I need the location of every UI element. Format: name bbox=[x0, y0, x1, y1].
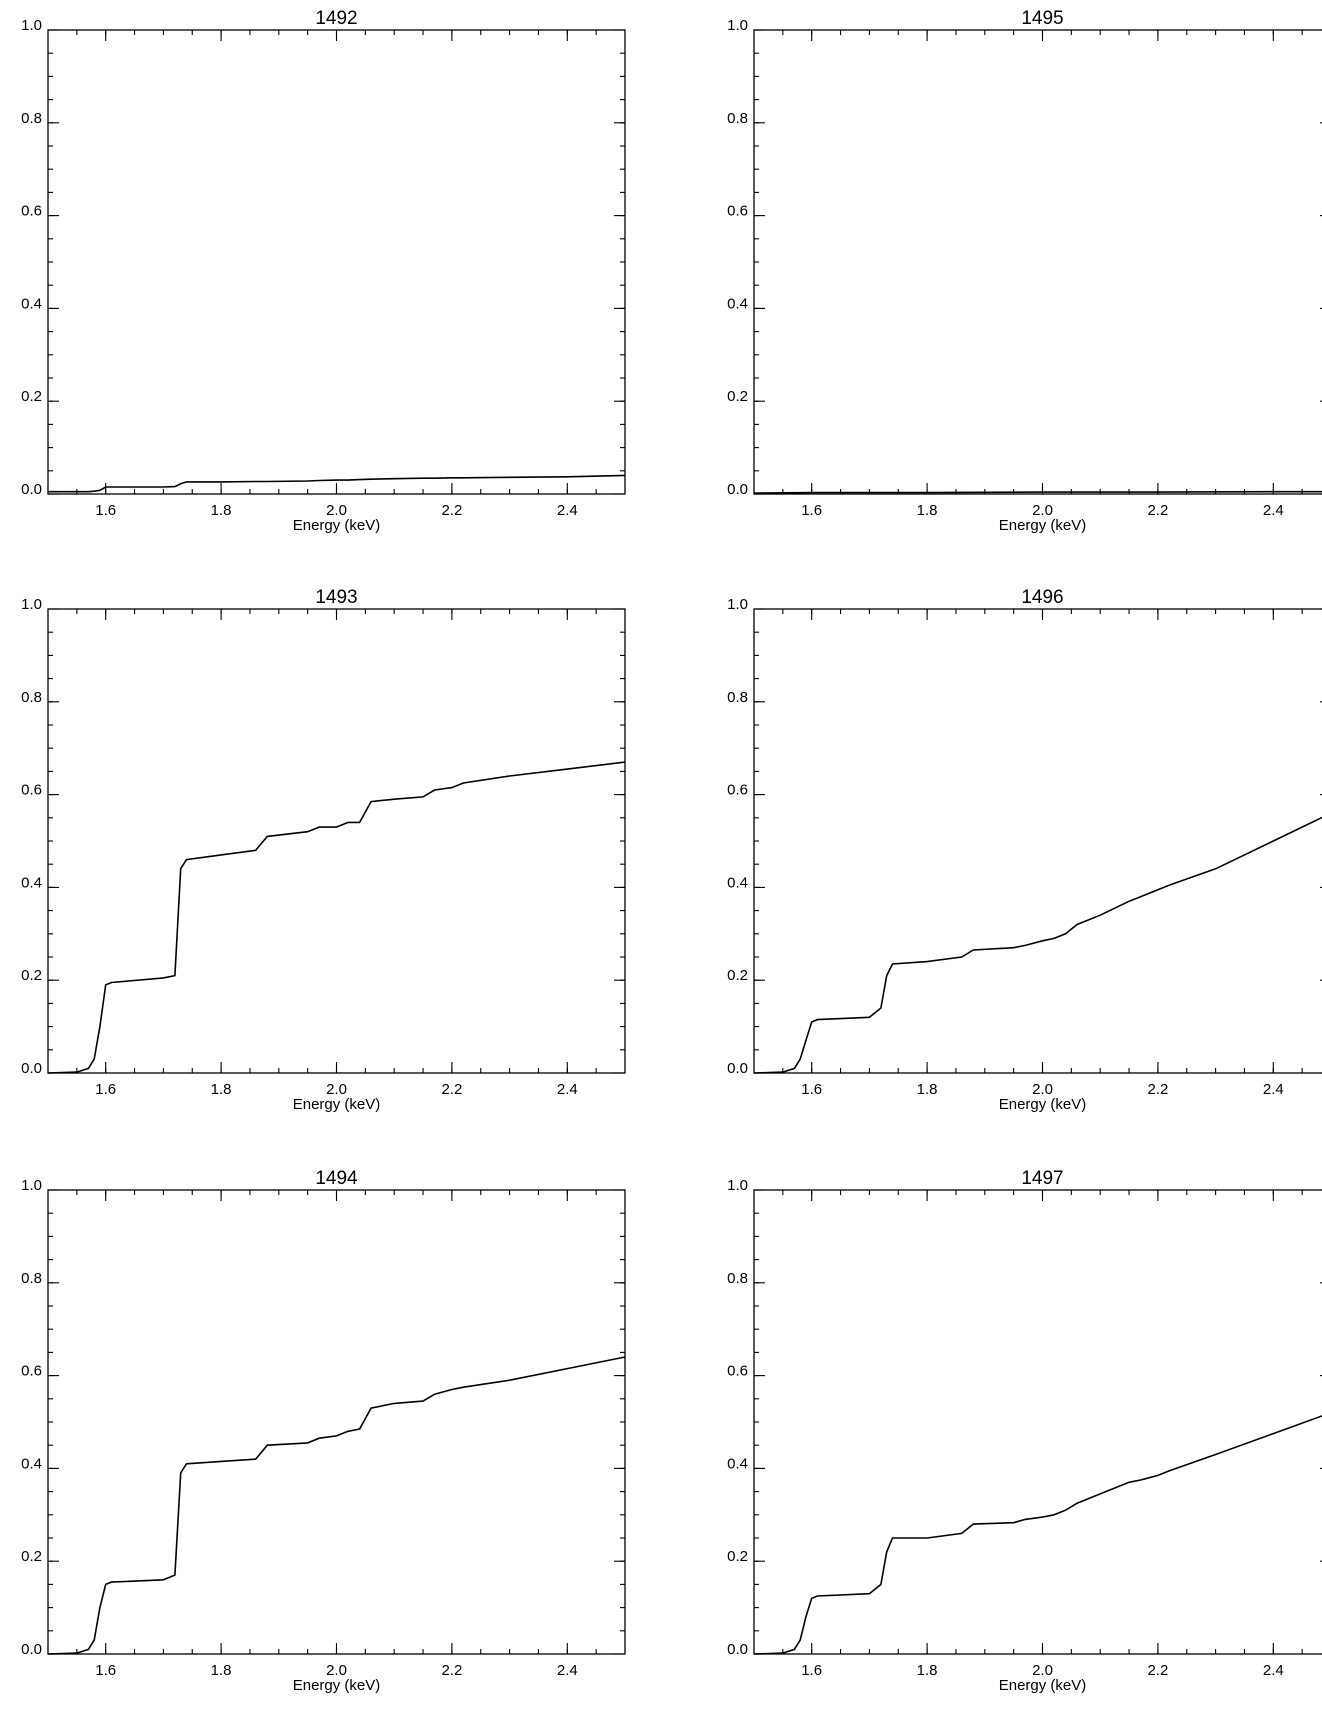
panel: 1494 Energy (keV) 1.6 1.8 2.0 2.2 2.4 0.0 0.2 0.4… bbox=[21, 1168, 626, 1694]
y-tick-label: 0.0 bbox=[21, 1060, 42, 1077]
x-axis-label: Energy (keV) bbox=[293, 517, 381, 534]
y-tick-label: 1.0 bbox=[727, 596, 748, 613]
x-tick-label: 1.8 bbox=[917, 1081, 938, 1098]
y-tick-label: 1.0 bbox=[727, 1177, 748, 1194]
y-tick-label: 0.2 bbox=[21, 388, 42, 405]
x-tick-label: 1.8 bbox=[917, 502, 938, 519]
x-tick-label: 2.0 bbox=[326, 1081, 347, 1098]
panel: 1497 Energy (keV) 1.6 1.8 2.0 2.2 2.4 0.0 0.2 0.4… bbox=[727, 1168, 1322, 1694]
y-tick-label: 1.0 bbox=[21, 1177, 42, 1194]
x-tick-label: 1.8 bbox=[211, 1662, 232, 1679]
curve bbox=[753, 490, 1322, 494]
plot-frame bbox=[753, 29, 1322, 495]
y-tick-label: 0.8 bbox=[21, 689, 42, 706]
curve bbox=[753, 1415, 1322, 1655]
x-tick-label: 2.4 bbox=[557, 1081, 578, 1098]
x-tick-label: 1.6 bbox=[801, 1081, 822, 1098]
plot-frame bbox=[47, 29, 626, 495]
y-tick-label: 1.0 bbox=[21, 596, 42, 613]
x-tick-label: 1.6 bbox=[801, 502, 822, 519]
chart-title: 1492 bbox=[315, 8, 357, 29]
chart-title: 1497 bbox=[1021, 1168, 1063, 1189]
panel: 1496 Energy (keV) 1.6 1.8 2.0 2.2 2.4 0.0 0.2 0.4… bbox=[727, 587, 1322, 1113]
x-tick-label: 2.0 bbox=[326, 1662, 347, 1679]
y-tick-label: 0.2 bbox=[727, 388, 748, 405]
x-tick-label: 2.0 bbox=[1032, 1081, 1053, 1098]
y-tick-label: 0.0 bbox=[21, 481, 42, 498]
y-tick-label: 0.2 bbox=[21, 967, 42, 984]
y-tick-label: 0.2 bbox=[727, 967, 748, 984]
y-tick-label: 0.8 bbox=[727, 1270, 748, 1287]
chart-title: 1496 bbox=[1021, 587, 1063, 608]
y-tick-label: 0.0 bbox=[727, 481, 748, 498]
x-tick-label: 2.4 bbox=[1263, 502, 1284, 519]
panel: 1492 Energy (keV) 1.6 1.8 2.0 2.2 2.4 0.0 0.2 0.4… bbox=[21, 8, 626, 534]
plot-frame bbox=[753, 608, 1322, 1074]
y-tick-label: 0.0 bbox=[21, 1641, 42, 1658]
x-axis-label: Energy (keV) bbox=[999, 1677, 1087, 1694]
x-tick-label: 2.2 bbox=[1147, 502, 1168, 519]
y-tick-label: 0.2 bbox=[21, 1548, 42, 1565]
chart-title: 1495 bbox=[1021, 8, 1063, 29]
y-tick-label: 0.6 bbox=[727, 203, 748, 220]
chart-title: 1493 bbox=[315, 587, 357, 608]
x-tick-label: 2.2 bbox=[441, 502, 462, 519]
x-tick-label: 2.2 bbox=[441, 1662, 462, 1679]
y-tick-label: 0.4 bbox=[727, 295, 748, 312]
panel: 1493 Energy (keV) 1.6 1.8 2.0 2.2 2.4 0.0 0.2 0.4… bbox=[21, 587, 626, 1113]
y-tick-label: 0.6 bbox=[21, 203, 42, 220]
y-tick-label: 0.8 bbox=[21, 110, 42, 127]
y-tick-label: 0.4 bbox=[21, 295, 42, 312]
y-tick-label: 0.6 bbox=[21, 782, 42, 799]
y-tick-label: 0.8 bbox=[21, 1270, 42, 1287]
y-tick-label: 0.8 bbox=[727, 110, 748, 127]
y-tick-label: 0.4 bbox=[727, 874, 748, 891]
y-tick-label: 0.4 bbox=[727, 1455, 748, 1472]
curve bbox=[753, 816, 1322, 1074]
x-tick-label: 1.8 bbox=[917, 1662, 938, 1679]
curve bbox=[48, 474, 626, 493]
plot-frame bbox=[47, 608, 626, 1074]
x-axis-label: Energy (keV) bbox=[293, 1677, 381, 1694]
x-axis-label: Energy (keV) bbox=[999, 517, 1087, 534]
x-tick-label: 2.4 bbox=[557, 1662, 578, 1679]
x-tick-label: 2.4 bbox=[1263, 1081, 1284, 1098]
y-tick-label: 0.4 bbox=[21, 874, 42, 891]
plot-frame bbox=[753, 1189, 1322, 1655]
x-tick-label: 1.8 bbox=[211, 1081, 232, 1098]
y-tick-label: 0.2 bbox=[727, 1548, 748, 1565]
x-tick-label: 1.6 bbox=[95, 502, 116, 519]
x-tick-label: 2.0 bbox=[1032, 502, 1053, 519]
x-tick-label: 1.6 bbox=[95, 1081, 116, 1098]
y-tick-label: 0.4 bbox=[21, 1455, 42, 1472]
curve bbox=[47, 761, 626, 1074]
x-tick-label: 2.4 bbox=[1263, 1662, 1284, 1679]
y-tick-label: 1.0 bbox=[21, 17, 42, 34]
chart-title: 1494 bbox=[315, 1168, 358, 1189]
y-tick-label: 0.8 bbox=[727, 689, 748, 706]
x-tick-label: 2.4 bbox=[557, 502, 578, 519]
panel: 1495 Energy (keV) 1.6 1.8 2.0 2.2 2.4 0.0 0.2 0.4… bbox=[727, 8, 1322, 534]
curve bbox=[47, 1356, 626, 1655]
plot-frame bbox=[47, 1189, 626, 1655]
x-axis-label: Energy (keV) bbox=[999, 1096, 1087, 1113]
y-tick-label: 1.0 bbox=[727, 17, 748, 34]
x-tick-label: 1.8 bbox=[211, 502, 232, 519]
x-tick-label: 1.6 bbox=[801, 1662, 822, 1679]
y-tick-label: 0.0 bbox=[727, 1060, 748, 1077]
y-tick-label: 0.0 bbox=[727, 1641, 748, 1658]
x-tick-label: 2.2 bbox=[1147, 1081, 1168, 1098]
x-axis-label: Energy (keV) bbox=[293, 1096, 381, 1113]
x-tick-label: 2.2 bbox=[441, 1081, 462, 1098]
x-tick-label: 2.0 bbox=[326, 502, 347, 519]
y-tick-label: 0.6 bbox=[21, 1363, 42, 1380]
y-tick-label: 0.6 bbox=[727, 782, 748, 799]
x-tick-label: 2.0 bbox=[1032, 1662, 1053, 1679]
x-tick-label: 1.6 bbox=[95, 1662, 116, 1679]
y-tick-label: 0.6 bbox=[727, 1363, 748, 1380]
x-tick-label: 2.2 bbox=[1147, 1662, 1168, 1679]
